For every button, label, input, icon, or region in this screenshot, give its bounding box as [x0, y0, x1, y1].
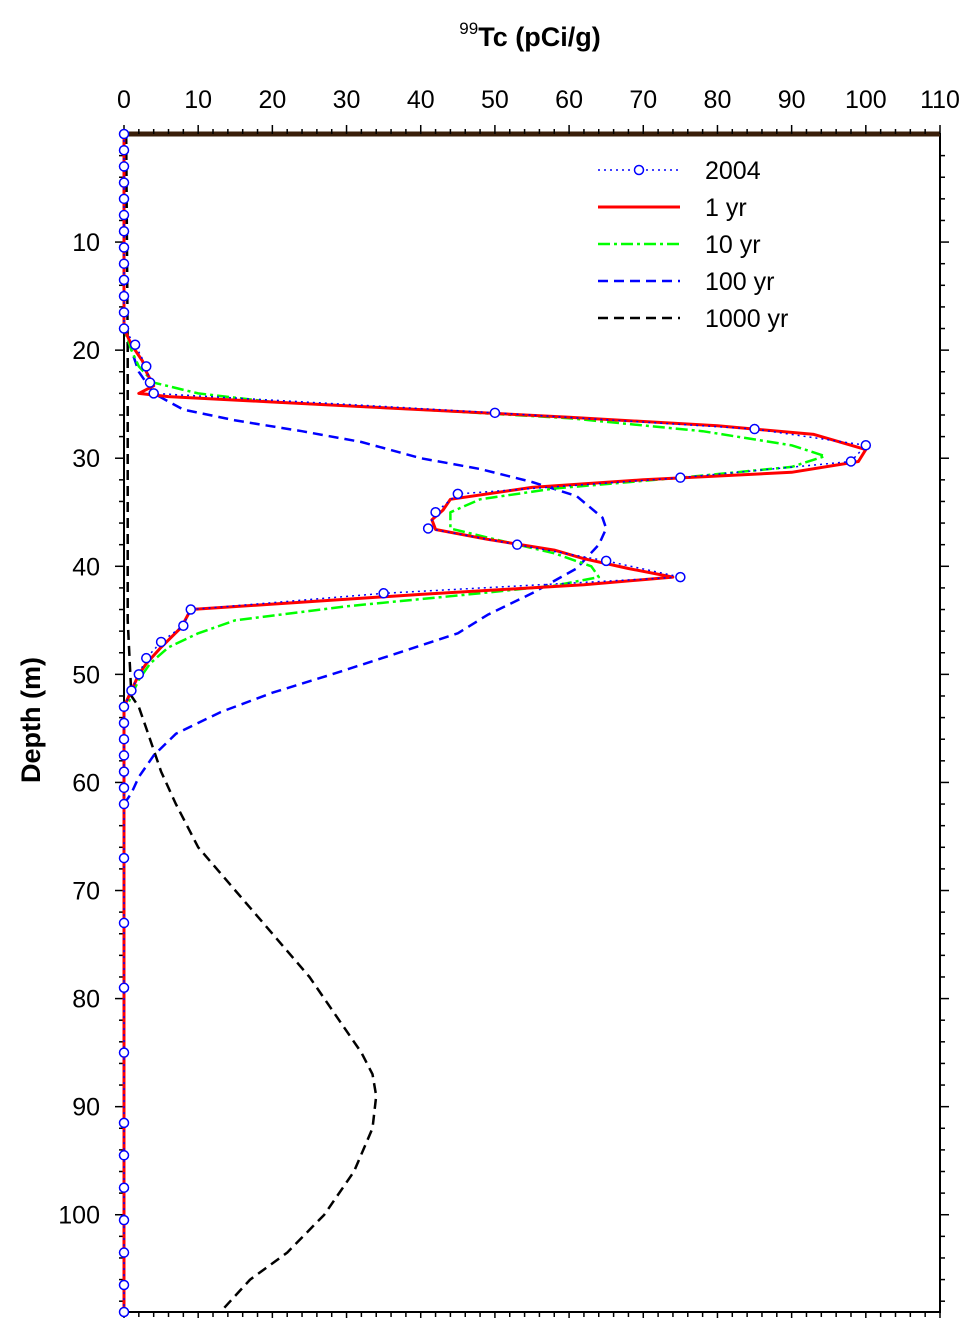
y-tick-label: 90 [72, 1094, 100, 1122]
data-point-2004 [144, 377, 156, 388]
series-line-10-yr [122, 134, 827, 1312]
data-point-2004 [118, 242, 130, 253]
legend-label: 100 yr [705, 268, 774, 296]
data-point-2004 [148, 388, 159, 399]
legend-label: 2004 [705, 157, 761, 185]
data-point-2004 [118, 1247, 130, 1258]
data-point-2004 [118, 766, 130, 777]
legend-label: 10 yr [705, 231, 761, 259]
data-point-2004 [118, 274, 130, 286]
x-tick-label: 20 [258, 86, 286, 114]
data-point-2004 [118, 307, 130, 318]
data-point-2004 [118, 798, 130, 810]
x-tick-label: 90 [778, 86, 806, 114]
series-layer [118, 128, 872, 1318]
data-point-2004 [178, 620, 189, 631]
data-point-2004 [118, 1279, 130, 1291]
data-point-2004 [118, 1214, 130, 1226]
data-point-2004 [452, 488, 464, 500]
y-tick-label: 30 [72, 445, 100, 473]
data-point-2004 [675, 472, 686, 483]
data-point-2004 [118, 750, 130, 761]
x-tick-label: 80 [704, 86, 732, 114]
data-point-2004 [118, 144, 130, 156]
x-tick-label: 0 [117, 86, 131, 114]
data-point-2004 [118, 161, 130, 172]
plot-frame [123, 133, 941, 1313]
x-axis-title: 99Tc (pCi/g) [459, 19, 600, 52]
data-point-2004 [118, 226, 130, 237]
x-axis-title-main: Tc (pCi/g) [478, 22, 600, 52]
data-point-2004 [675, 571, 686, 583]
axis-label-layer: 99Tc (pCi/g) Depth (m) [16, 19, 601, 783]
data-point-2004 [118, 1306, 130, 1318]
data-point-2004 [118, 209, 130, 221]
y-axis-title: Depth (m) [16, 657, 46, 783]
y-tick-label: 50 [72, 661, 100, 689]
data-point-2004 [845, 456, 857, 467]
data-point-2004 [118, 701, 130, 713]
data-point-2004 [118, 258, 130, 269]
data-point-2004 [118, 782, 130, 794]
data-point-2004 [430, 507, 441, 518]
x-tick-label: 70 [629, 86, 657, 114]
series-line-2004 [123, 134, 867, 1312]
data-point-2004 [860, 440, 872, 451]
data-point-2004 [378, 588, 389, 599]
data-point-2004 [118, 290, 130, 302]
x-axis-title-superscript: 99 [459, 19, 478, 38]
y-tick-label: 60 [72, 769, 100, 797]
data-point-2004 [118, 128, 130, 140]
x-tick-label: 10 [184, 86, 212, 114]
data-point-2004 [118, 917, 130, 929]
y-tick-label: 20 [72, 337, 100, 365]
data-point-2004 [511, 539, 523, 550]
series-line-100-yr [122, 134, 608, 1312]
data-point-2004 [118, 1182, 130, 1193]
y-tick-label: 70 [72, 878, 100, 906]
data-point-2004 [185, 604, 197, 615]
x-tick-label: 110 [920, 86, 960, 114]
legend: 2004 1 yr 10 yr 100 yr 1000 yr [598, 157, 788, 333]
data-point-2004 [155, 636, 167, 648]
data-point-2004 [118, 717, 130, 729]
series-line-1000-yr [124, 133, 378, 1313]
data-point-2004 [118, 193, 130, 205]
data-point-2004 [118, 1150, 130, 1161]
data-point-2004 [118, 982, 130, 994]
y-tick-label: 100 [58, 1202, 100, 1230]
data-point-2004 [118, 177, 130, 188]
x-tick-label: 60 [555, 86, 583, 114]
data-point-2004 [118, 1117, 130, 1129]
data-point-2004 [129, 339, 141, 350]
x-tick-label: 100 [845, 86, 887, 114]
legend-label: 1 yr [705, 194, 747, 222]
legend-label: 1000 yr [705, 305, 788, 333]
data-point-2004 [422, 523, 434, 534]
x-tick-label: 50 [481, 86, 509, 114]
legend-marker-2004 [633, 164, 645, 176]
tick-layer: 0 10 20 30 40 50 60 70 80 90 100 110 10 20 30 40 50 60 70 8… [58, 86, 960, 1321]
x-tick-label: 30 [333, 86, 361, 114]
data-point-2004 [118, 852, 130, 864]
y-tick-label: 10 [72, 229, 100, 257]
y-tick-label: 80 [72, 986, 100, 1014]
x-tick-label: 40 [407, 86, 435, 114]
data-point-2004 [489, 407, 501, 419]
plot-frame-layer [123, 131, 941, 1313]
y-tick-label: 40 [72, 553, 100, 581]
data-point-2004 [141, 361, 152, 372]
data-point-2004 [749, 423, 760, 435]
data-point-2004 [126, 685, 137, 696]
data-point-2004 [118, 323, 130, 334]
data-point-2004 [118, 733, 130, 745]
data-point-2004 [133, 669, 145, 680]
data-point-2004 [141, 652, 152, 664]
data-point-2004 [600, 555, 612, 567]
data-point-2004 [118, 1047, 130, 1058]
